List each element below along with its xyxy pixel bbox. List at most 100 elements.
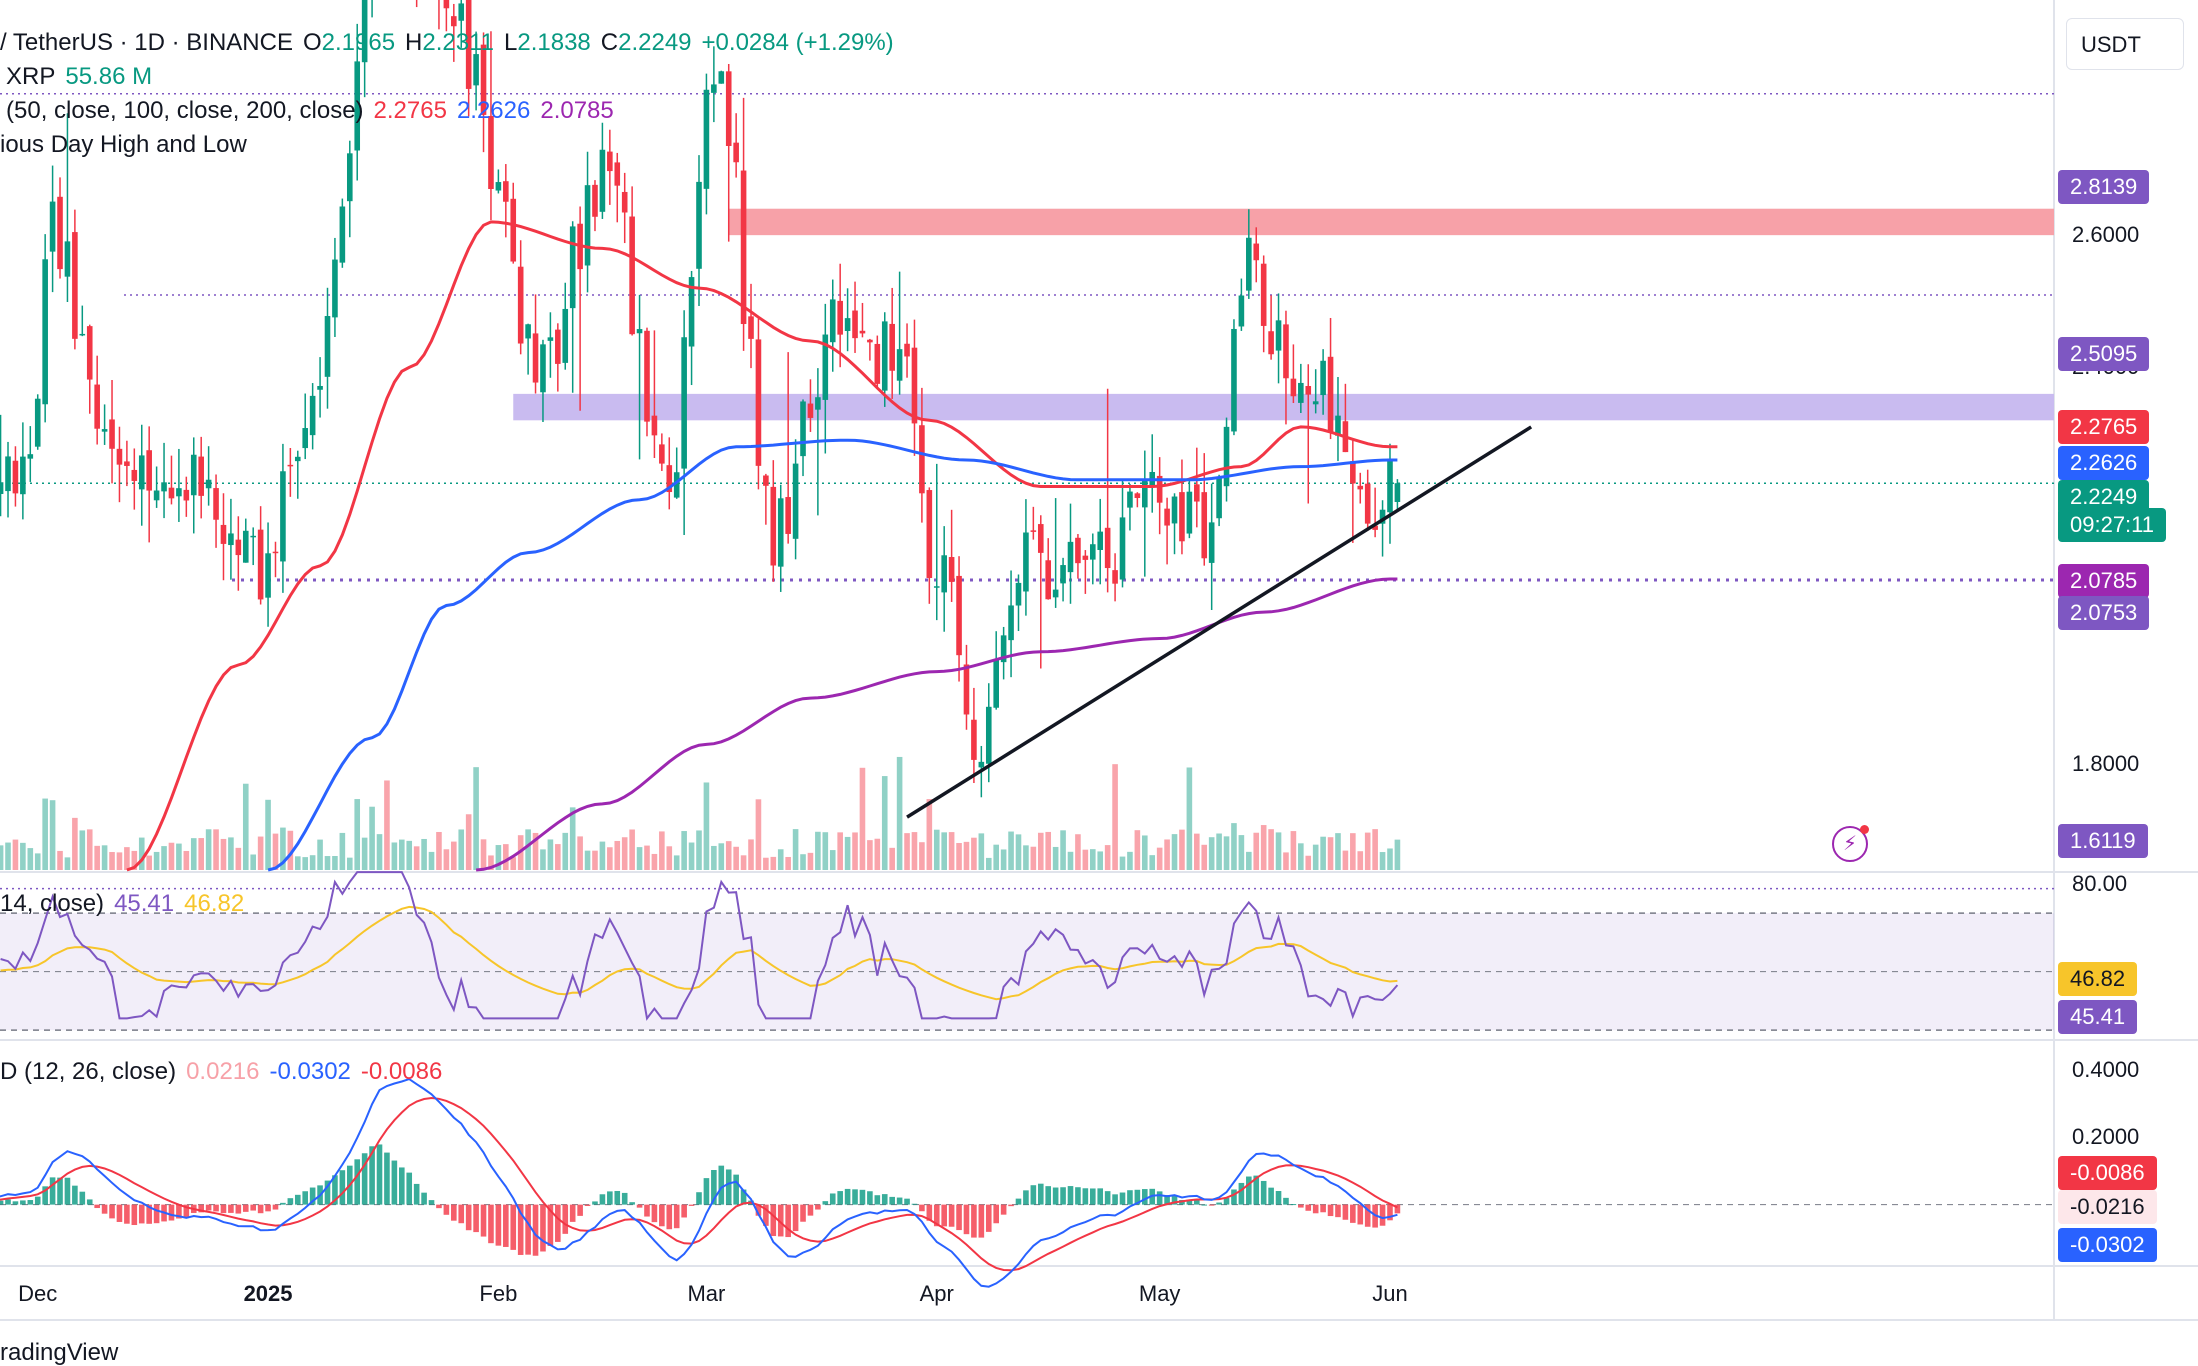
volume-bar [339,832,346,870]
volume-bar [376,834,383,870]
volume-bar [86,829,93,870]
time-axis-label: Dec [18,1281,58,1306]
candle-body [1246,237,1252,291]
macd-histogram-bar [1387,1204,1393,1221]
candle-body [443,0,450,9]
change-value: +0.0284 (+1.29%) [701,29,894,56]
volume-bar [346,857,353,870]
candle-body [354,61,361,151]
candle-body [696,181,702,269]
volume-bar [874,838,881,870]
macd-histogram-bar [406,1172,413,1205]
macd-histogram-bar [703,1178,710,1205]
volume-bar [465,814,472,870]
candle-body [1305,386,1312,395]
volume-bar [696,830,702,870]
candle-body [86,326,93,380]
currency-unit-button[interactable]: USDT [2066,18,2184,70]
candle-body [213,488,219,520]
macd-histogram-bar [116,1204,123,1222]
rsi-ma-legend-value: 46.82 [184,890,245,917]
macd-histogram-bar [265,1204,271,1212]
macd-histogram-bar [592,1201,598,1205]
candle-body [659,444,665,464]
volume-bar [369,806,375,870]
macd-histogram-bar [384,1152,390,1205]
volume-bar [309,855,316,870]
macd-histogram-bar [1223,1198,1230,1205]
volume-bar [896,756,903,870]
macd-histogram-bar [488,1204,494,1244]
time-axis-label: Feb [479,1281,518,1306]
candle-body [27,454,34,459]
macd-histogram-bar [829,1193,836,1205]
volume-bar [599,841,606,870]
price-tag: 1.6119 [2058,824,2148,858]
volume-bar [510,857,517,870]
macd-histogram-bar [354,1159,361,1205]
macd-histogram-bar [956,1204,962,1231]
macd-histogram-bar [562,1204,569,1234]
volume-bar [451,841,457,870]
volume-bar [792,829,799,870]
macd-histogram-bar [1156,1191,1163,1205]
candle-body [64,241,71,277]
rsi-params: 14, close) [0,890,105,917]
volume-bar [257,836,264,870]
candle-body [911,347,918,424]
brand-watermark: radingView [0,1339,119,1366]
volume-bar [1394,839,1401,870]
volume-bar [919,842,925,870]
pdhl-legend[interactable]: ious Day High and Low [0,130,247,160]
candle-body [1223,426,1230,487]
ma-legend[interactable]: (50, close, 100, close, 200, close) 2.27… [6,96,614,126]
candle-body [294,456,301,462]
candle-body [361,0,368,63]
macd-histogram-bar [651,1204,658,1223]
macd-histogram-bar [852,1189,858,1205]
macd-legend[interactable]: D (12, 26, close) 0.0216 -0.0302 -0.0086 [0,1057,442,1087]
volume-bar [131,850,138,870]
volume-bar [391,842,398,870]
macd-histogram-bar [42,1186,48,1205]
volume-bar [1238,835,1245,870]
candle-body [584,185,591,266]
macd-line [0,1077,1398,1288]
volume-bar [79,830,86,870]
candle-body [1008,605,1014,641]
volume-bar [1037,832,1044,870]
notification-dot [1860,825,1869,834]
candle-body [451,16,457,27]
macd-histogram-bar [391,1160,398,1205]
volume-bar [1312,844,1319,870]
volume-bar [1387,848,1393,870]
lightning-icon[interactable]: ⚡ [1832,826,1868,862]
volume-bar [317,839,323,870]
symbol-name: / TetherUS · 1D · BINANCE [0,29,293,56]
macd-params: D (12, 26, close) [0,1058,177,1085]
volume-bar [228,837,234,870]
candle-body [562,308,569,363]
volume-bar [1060,830,1066,870]
candle-body [688,277,695,347]
volume-bar [242,783,249,870]
candle-body [592,184,598,217]
macd-histogram-bar [302,1191,309,1205]
macd-histogram-bar [584,1204,591,1207]
candle-body [1171,496,1178,524]
macd-histogram-bar [547,1204,554,1246]
macd-histogram-bar [807,1204,814,1216]
macd-histogram-bar [1208,1204,1215,1206]
candle-body [20,456,26,495]
price-tag: 2.0753 [2058,596,2150,630]
macd-histogram-bar [978,1204,985,1238]
volume-legend[interactable]: XRP 55.86 M [6,62,152,92]
candle-body [555,329,561,364]
symbol-legend[interactable]: / TetherUS · 1D · BINANCE O2.1965 H2.231… [0,28,894,58]
volume-bar [607,847,613,870]
volume-bar [815,831,821,870]
candle-body [1052,589,1059,598]
rsi-legend[interactable]: 14, close) 45.41 46.82 [0,889,244,919]
volume-bar [324,856,331,870]
